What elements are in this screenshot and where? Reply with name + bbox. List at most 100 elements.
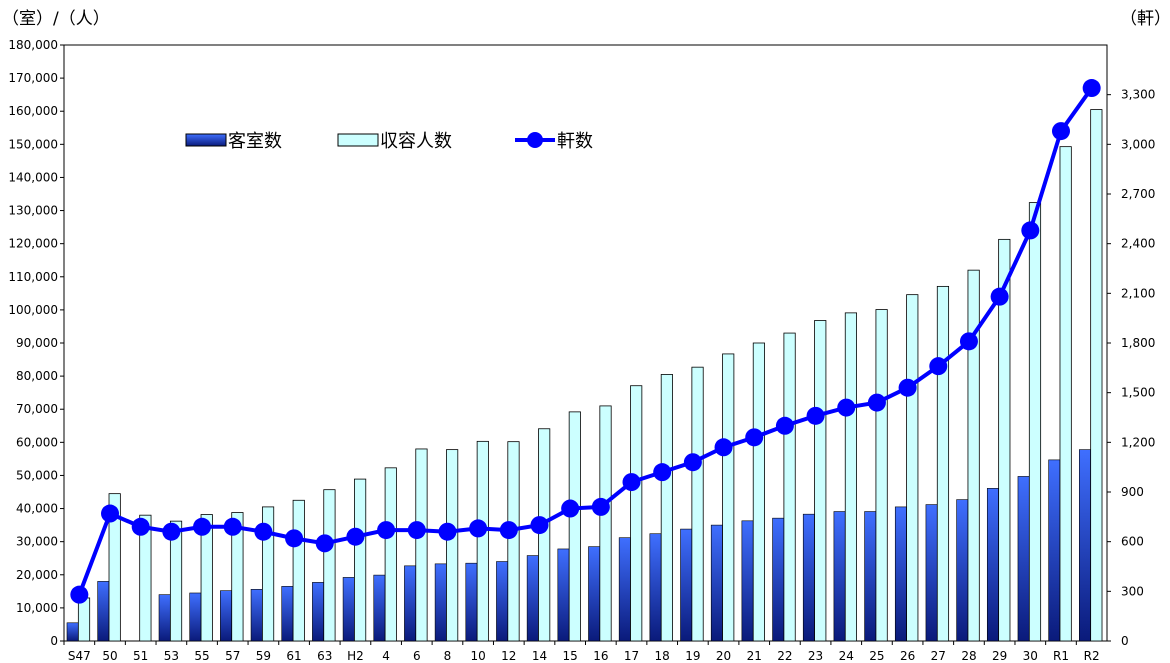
- bar-capacity: [783, 332, 796, 642]
- marker-count: [990, 287, 1009, 306]
- legend-swatch-rooms: [185, 133, 227, 147]
- left-tick-label: 80,000: [16, 369, 58, 383]
- left-tick-label: 180,000: [8, 38, 58, 52]
- bar-rooms: [680, 528, 693, 642]
- bar-rooms: [1017, 476, 1030, 642]
- x-tick-label: 59: [256, 649, 271, 663]
- x-tick-label: 30: [1023, 649, 1038, 663]
- marker-count: [591, 497, 610, 516]
- bar-rooms: [312, 582, 325, 642]
- marker-count: [407, 521, 426, 540]
- bar-capacity: [599, 405, 612, 642]
- right-tick-label: 1,200: [1121, 435, 1155, 449]
- marker-count: [1021, 221, 1040, 240]
- left-tick-label: 170,000: [8, 71, 58, 85]
- bar-capacity: [77, 597, 91, 642]
- right-tick-label: 2,700: [1121, 187, 1155, 201]
- x-tick-label: 27: [931, 649, 946, 663]
- bar-capacity: [200, 514, 213, 642]
- marker-count: [285, 529, 304, 548]
- marker-count: [254, 522, 273, 541]
- left-tick-label: 10,000: [16, 601, 58, 615]
- bar-rooms: [833, 511, 846, 642]
- bar-rooms: [772, 517, 785, 642]
- marker-count: [806, 406, 825, 425]
- bar-rooms: [710, 524, 723, 642]
- x-tick-label: 18: [655, 649, 670, 663]
- bar-rooms: [465, 562, 478, 642]
- bar-capacity: [568, 411, 581, 642]
- marker-count: [499, 521, 518, 540]
- bar-rooms: [220, 590, 233, 642]
- marker-count: [867, 393, 886, 412]
- bar-capacity: [354, 478, 367, 642]
- bar-rooms: [986, 488, 999, 642]
- bar-capacity: [292, 499, 305, 642]
- right-tick-label: 3,300: [1121, 88, 1155, 102]
- right-tick-label: 900: [1121, 485, 1144, 499]
- bar-rooms: [373, 574, 386, 642]
- x-tick-label: 20: [716, 649, 731, 663]
- bar-capacity: [415, 448, 428, 642]
- bar-capacity: [169, 520, 183, 642]
- bar-rooms: [588, 546, 601, 642]
- bar-rooms: [250, 589, 263, 642]
- x-tick-label: 16: [593, 649, 608, 663]
- bar-capacity: [384, 467, 397, 642]
- bar-capacity: [936, 285, 950, 642]
- bar-capacity: [446, 449, 459, 642]
- bar-capacity: [967, 269, 980, 642]
- marker-count: [377, 521, 396, 540]
- marker-count: [315, 534, 334, 553]
- x-tick-label: 24: [839, 649, 854, 663]
- bar-capacity: [507, 441, 520, 642]
- bar-capacity: [630, 385, 643, 642]
- left-tick-label: 110,000: [8, 270, 58, 284]
- x-tick-label: 6: [413, 649, 421, 663]
- right-tick-label: 3,000: [1121, 137, 1155, 151]
- bar-rooms: [741, 520, 754, 642]
- bar-capacity: [1090, 109, 1103, 642]
- bar-rooms: [66, 622, 79, 642]
- left-tick-label: 140,000: [8, 170, 58, 184]
- x-tick-label: 25: [869, 649, 884, 663]
- marker-count: [622, 473, 641, 492]
- x-tick-label: 57: [225, 649, 240, 663]
- x-tick-label: 14: [532, 649, 547, 663]
- bar-rooms: [342, 577, 355, 642]
- marker-count: [898, 378, 917, 397]
- line-count: [77, 86, 1094, 596]
- right-unit-label: （軒）: [1120, 9, 1170, 29]
- right-tick-label: 1,500: [1121, 386, 1155, 400]
- bar-rooms: [557, 548, 570, 642]
- bar-capacity: [691, 366, 704, 642]
- left-tick-label: 90,000: [16, 336, 58, 350]
- right-tick-label: 600: [1121, 535, 1144, 549]
- bar-capacity: [323, 489, 336, 642]
- left-tick-label: 60,000: [16, 435, 58, 449]
- bar-rooms: [189, 592, 202, 642]
- bar-capacity: [231, 512, 244, 642]
- right-tick-label: 0: [1121, 634, 1129, 648]
- x-tick-label: 21: [747, 649, 762, 663]
- marker-count: [530, 516, 549, 535]
- x-tick-label: 22: [777, 649, 792, 663]
- bar-capacity: [261, 506, 275, 642]
- left-tick-label: 20,000: [16, 568, 58, 582]
- right-tick-label: 300: [1121, 584, 1144, 598]
- left-tick-label: 0: [50, 634, 58, 648]
- marker-count: [131, 517, 150, 536]
- x-tick-label: 55: [194, 649, 209, 663]
- marker-count: [561, 499, 580, 518]
- x-tick-label: 50: [102, 649, 117, 663]
- x-tick-label: 29: [992, 649, 1007, 663]
- marker-count: [653, 463, 672, 482]
- x-tick-label: R2: [1084, 649, 1100, 663]
- left-tick-label: 70,000: [16, 402, 58, 416]
- legend: 客室数 収容人数 軒数: [185, 131, 593, 152]
- left-tick-label: 160,000: [8, 104, 58, 118]
- marker-count: [346, 527, 365, 546]
- x-tick-label: 63: [317, 649, 332, 663]
- x-tick-label: 8: [444, 649, 452, 663]
